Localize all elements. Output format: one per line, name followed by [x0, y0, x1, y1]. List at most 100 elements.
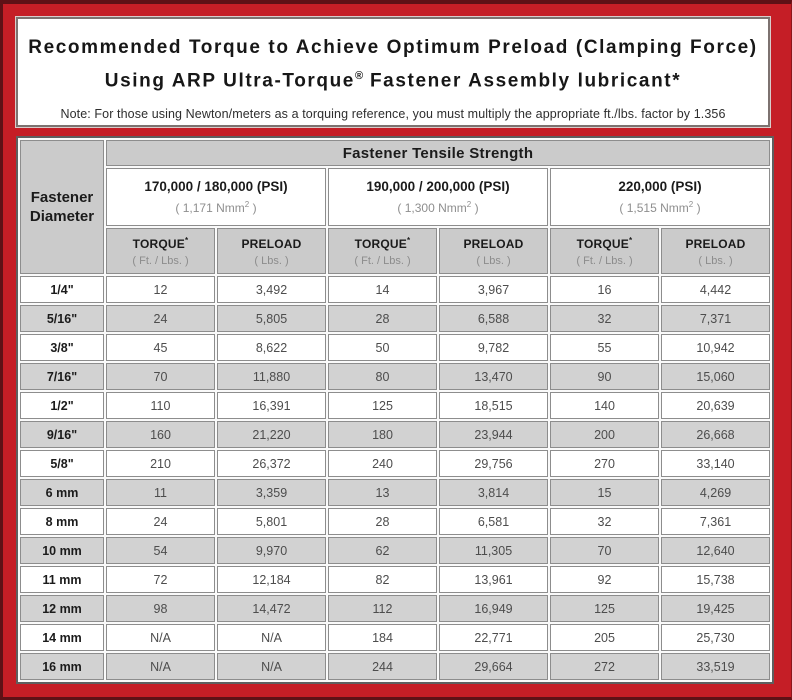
value-cell: 6,588: [439, 305, 548, 332]
table-row: 7/16" 70 11,880 80 13,470 90 15,060: [20, 363, 770, 390]
value-cell: 9,970: [217, 537, 326, 564]
diameter-cell: 9/16": [20, 421, 104, 448]
value-cell: 240: [328, 450, 437, 477]
value-cell: 72: [106, 566, 215, 593]
diameter-cell: 5/16": [20, 305, 104, 332]
value-cell: 23,944: [439, 421, 548, 448]
value-cell: N/A: [106, 624, 215, 651]
value-cell: 15,738: [661, 566, 770, 593]
value-cell: 29,664: [439, 653, 548, 680]
value-cell: 160: [106, 421, 215, 448]
corner-header-fastener-diameter: Fastener Diameter: [20, 140, 104, 274]
value-cell: 13,961: [439, 566, 548, 593]
value-cell: 98: [106, 595, 215, 622]
value-cell: 7,371: [661, 305, 770, 332]
torque-table-container: Fastener Diameter Fastener Tensile Stren…: [16, 136, 778, 684]
tensile-strength-header: Fastener Tensile Strength: [106, 140, 770, 166]
value-cell: 5,805: [217, 305, 326, 332]
diameter-cell: 10 mm: [20, 537, 104, 564]
diameter-cell: 16 mm: [20, 653, 104, 680]
table-row: 5/16" 24 5,805 28 6,588 32 7,371: [20, 305, 770, 332]
value-cell: 26,372: [217, 450, 326, 477]
value-cell: 82: [328, 566, 437, 593]
value-cell: 13: [328, 479, 437, 506]
table-row: 16 mm N/A N/A 244 29,664 272 33,519: [20, 653, 770, 680]
page-title-line2: Using ARP Ultra-Torque® Fastener Assembl…: [104, 70, 682, 92]
value-cell: 70: [106, 363, 215, 390]
table-row: 11 mm 72 12,184 82 13,961 92 15,738: [20, 566, 770, 593]
header-row-units: TORQUE* ( Ft. / Lbs. ) PRELOAD ( Lbs. ) …: [20, 228, 770, 274]
value-cell: 184: [328, 624, 437, 651]
diameter-cell: 12 mm: [20, 595, 104, 622]
value-cell: N/A: [106, 653, 215, 680]
value-cell: 50: [328, 334, 437, 361]
diameter-cell: 3/8": [20, 334, 104, 361]
value-cell: N/A: [217, 653, 326, 680]
diameter-cell: 1/2": [20, 392, 104, 419]
value-cell: 205: [550, 624, 659, 651]
diameter-cell: 14 mm: [20, 624, 104, 651]
value-cell: 200: [550, 421, 659, 448]
diameter-cell: 5/8": [20, 450, 104, 477]
registered-trademark-symbol: ®: [354, 70, 364, 82]
value-cell: 11: [106, 479, 215, 506]
table-row: 9/16" 160 21,220 180 23,944 200 26,668: [20, 421, 770, 448]
diameter-cell: 6 mm: [20, 479, 104, 506]
value-cell: 13,470: [439, 363, 548, 390]
value-cell: 15,060: [661, 363, 770, 390]
diameter-cell: 1/4": [20, 276, 104, 303]
value-cell: 112: [328, 595, 437, 622]
note-text: Note: For those using Newton/meters as a…: [60, 107, 726, 122]
table-row: 3/8" 45 8,622 50 9,782 55 10,942: [20, 334, 770, 361]
value-cell: 14,472: [217, 595, 326, 622]
table-body: 1/4" 12 3,492 14 3,967 16 4,442 5/16" 24 5,805 28 6…: [20, 276, 770, 680]
value-cell: 3,359: [217, 479, 326, 506]
value-cell: 90: [550, 363, 659, 390]
header-row-tensile: Fastener Diameter Fastener Tensile Stren…: [20, 140, 770, 274]
table-row: 8 mm 24 5,801 28 6,581 32 7,361: [20, 508, 770, 535]
title-panel: Recommended Torque to Achieve Optimum Pr…: [16, 17, 770, 127]
psi-group-190-200: 190,000 / 200,000 (PSI) ( 1,300 Nmm2 ): [328, 168, 548, 226]
value-cell: 10,942: [661, 334, 770, 361]
diameter-cell: 7/16": [20, 363, 104, 390]
psi-group-170-180: 170,000 / 180,000 (PSI) ( 1,171 Nmm2 ): [106, 168, 326, 226]
value-cell: 11,305: [439, 537, 548, 564]
value-cell: 3,492: [217, 276, 326, 303]
value-cell: 20,639: [661, 392, 770, 419]
value-cell: 80: [328, 363, 437, 390]
value-cell: N/A: [217, 624, 326, 651]
value-cell: 210: [106, 450, 215, 477]
table-row: 12 mm 98 14,472 112 16,949 125 19,425: [20, 595, 770, 622]
value-cell: 62: [328, 537, 437, 564]
table-row: 1/2" 110 16,391 125 18,515 140 20,639: [20, 392, 770, 419]
value-cell: 270: [550, 450, 659, 477]
diameter-cell: 8 mm: [20, 508, 104, 535]
value-cell: 7,361: [661, 508, 770, 535]
value-cell: 14: [328, 276, 437, 303]
value-cell: 21,220: [217, 421, 326, 448]
value-cell: 33,519: [661, 653, 770, 680]
column-header-torque-2: TORQUE* ( Ft. / Lbs. ): [328, 228, 437, 274]
value-cell: 29,756: [439, 450, 548, 477]
value-cell: 22,771: [439, 624, 548, 651]
table-row: 1/4" 12 3,492 14 3,967 16 4,442: [20, 276, 770, 303]
diameter-cell: 11 mm: [20, 566, 104, 593]
value-cell: 16: [550, 276, 659, 303]
value-cell: 180: [328, 421, 437, 448]
psi-group-220: 220,000 (PSI) ( 1,515 Nmm2 ): [550, 168, 770, 226]
value-cell: 8,622: [217, 334, 326, 361]
value-cell: 24: [106, 508, 215, 535]
value-cell: 28: [328, 305, 437, 332]
page-title-line1: Recommended Torque to Achieve Optimum Pr…: [28, 37, 758, 58]
value-cell: 6,581: [439, 508, 548, 535]
value-cell: 70: [550, 537, 659, 564]
value-cell: 5,801: [217, 508, 326, 535]
table-row: 14 mm N/A N/A 184 22,771 205 25,730: [20, 624, 770, 651]
value-cell: 32: [550, 508, 659, 535]
table-row: 5/8" 210 26,372 240 29,756 270 33,140: [20, 450, 770, 477]
value-cell: 9,782: [439, 334, 548, 361]
value-cell: 244: [328, 653, 437, 680]
value-cell: 24: [106, 305, 215, 332]
value-cell: 15: [550, 479, 659, 506]
